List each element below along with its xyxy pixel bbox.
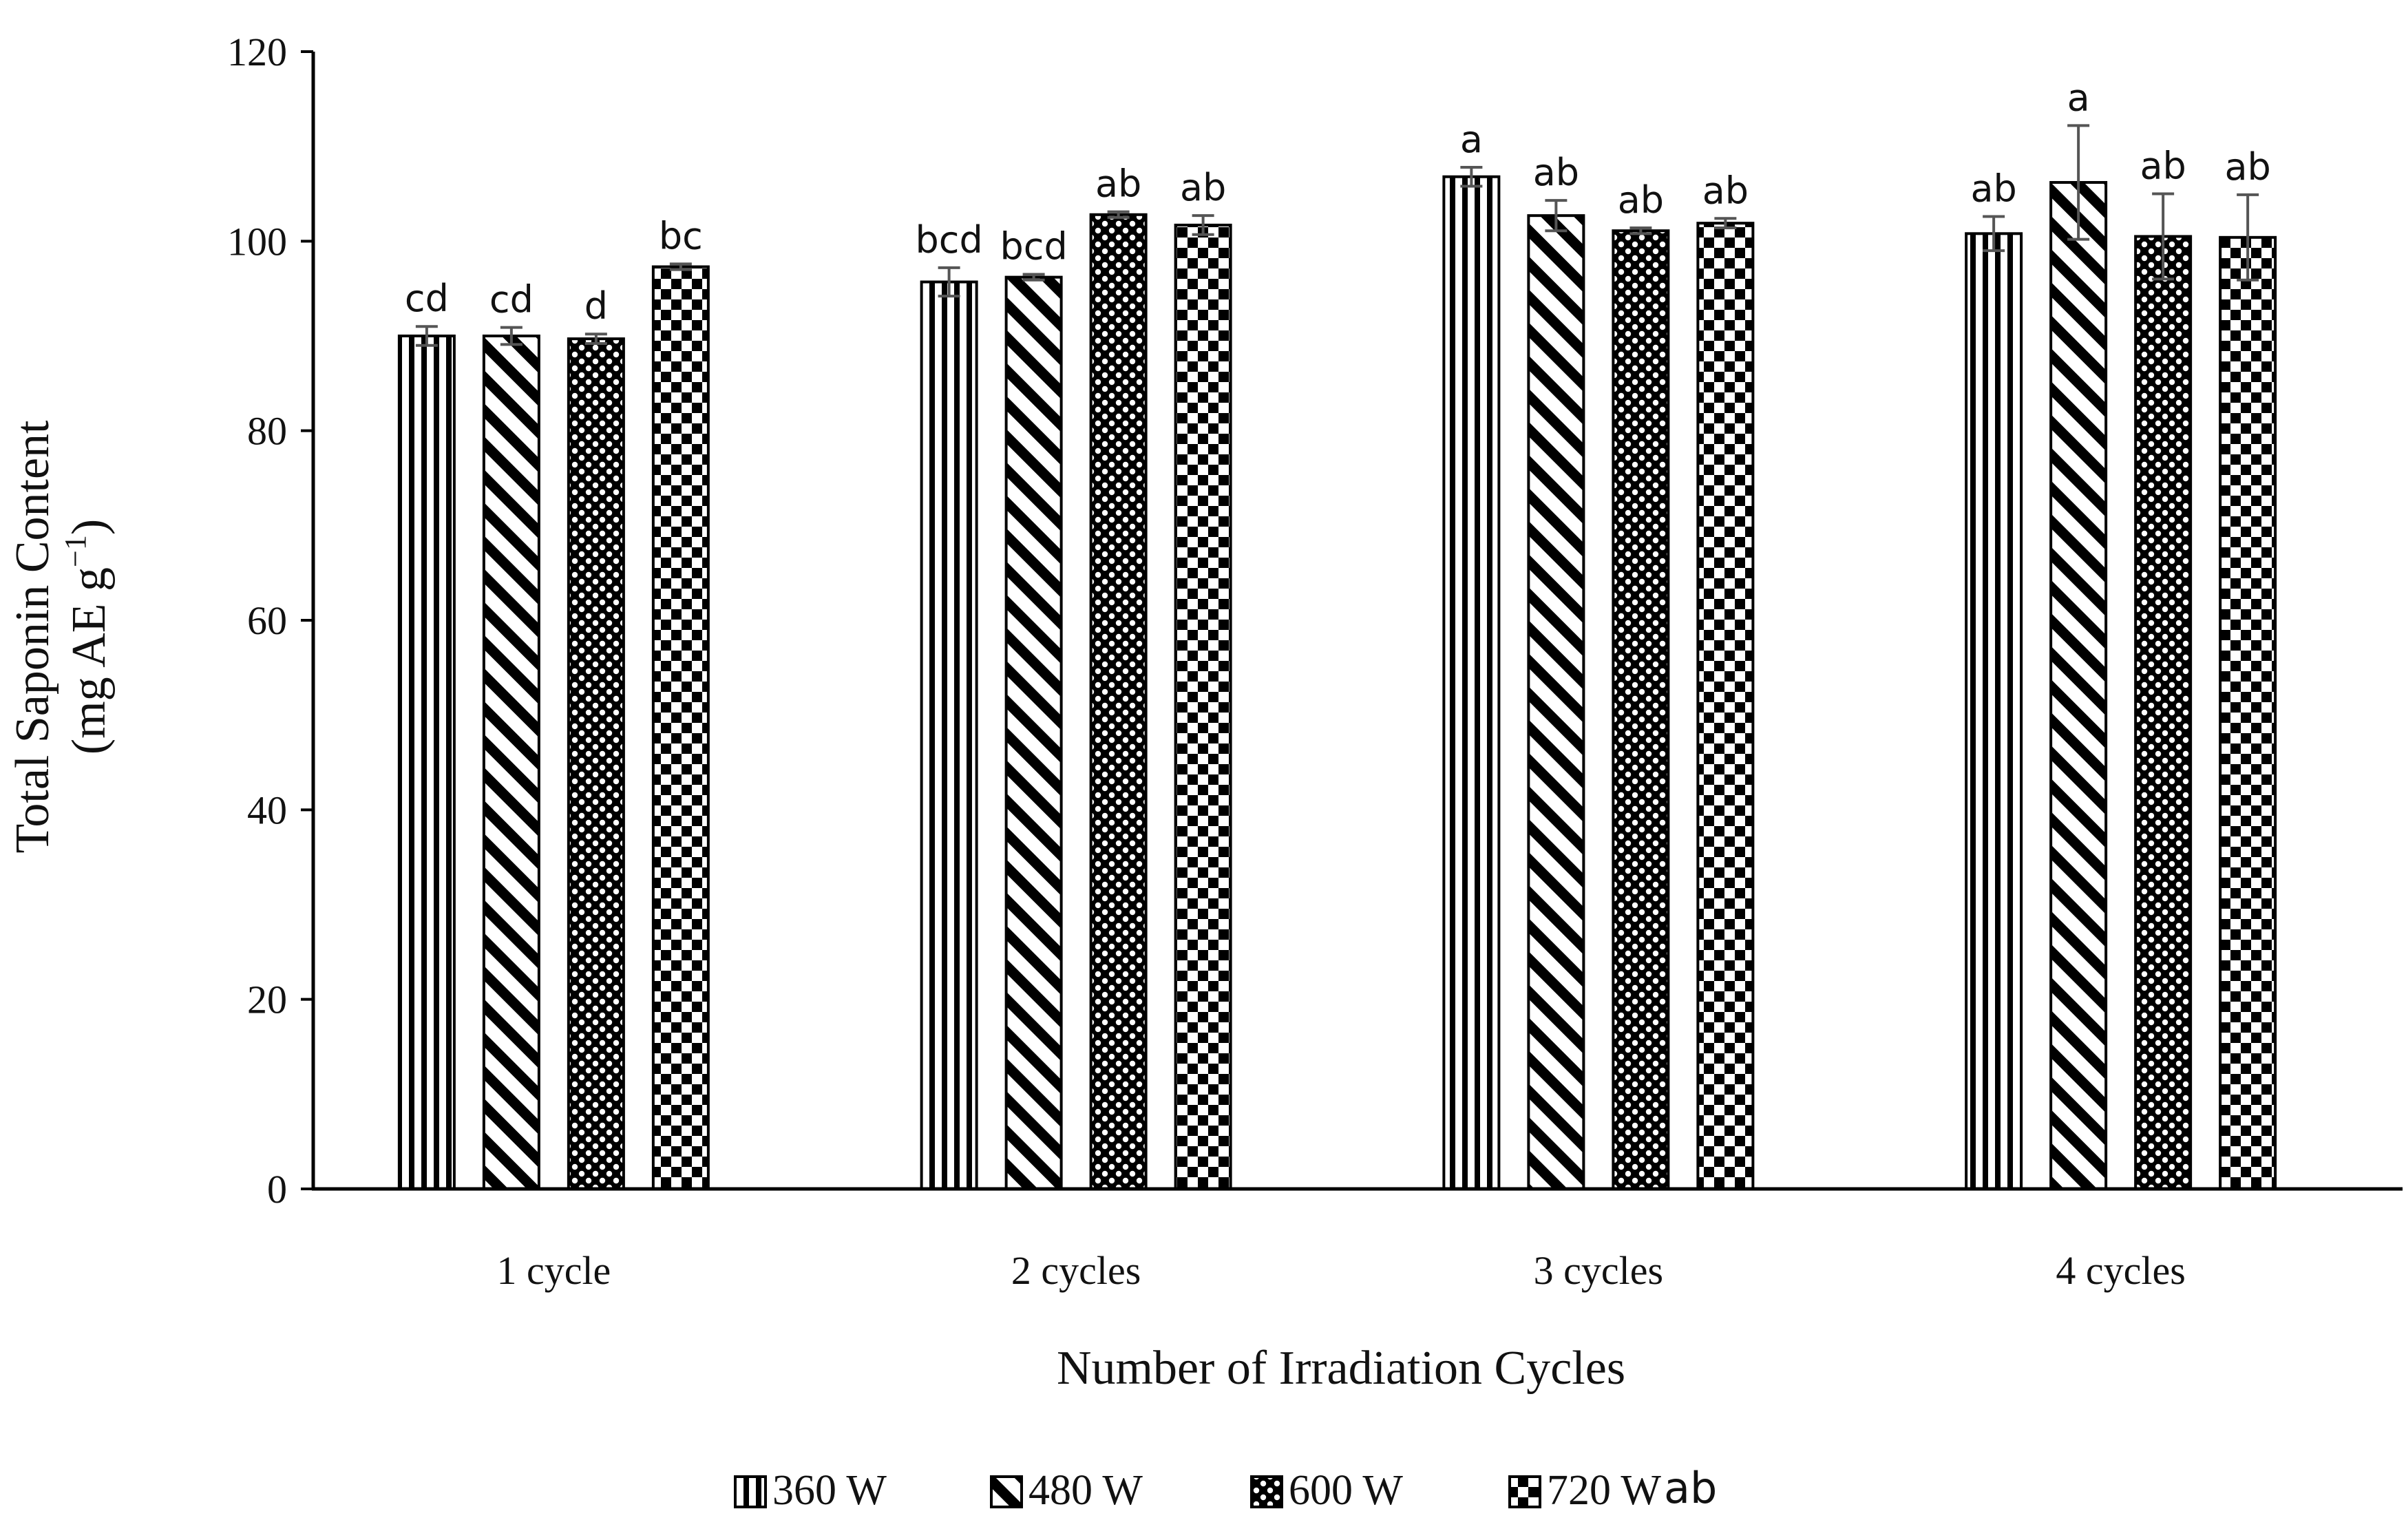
error-bar [1983, 215, 2005, 253]
error-bar [1460, 165, 1483, 188]
legend-swatch [734, 1475, 767, 1508]
error-bar [938, 266, 960, 298]
legend-label: 600 W [1289, 1467, 1403, 1514]
significance-label: a [1460, 118, 1483, 161]
x-tick-label: 3 cycles [1534, 1248, 1663, 1293]
y-axis-title-line1: Total Saponin Content [6, 420, 59, 853]
bar [397, 335, 456, 1190]
significance-label: ab [1970, 167, 2016, 211]
legend-swatch [1508, 1475, 1541, 1508]
error-bar [2067, 124, 2090, 241]
y-tick-label: 120 [227, 30, 287, 74]
y-axis-title-unit: (mg AE g [63, 567, 116, 755]
bars-layer [397, 175, 2277, 1191]
bar [1696, 222, 1755, 1191]
legend-label: 480 W [1028, 1467, 1143, 1514]
y-axis-title-line2: (mg AE g−1) [59, 519, 116, 755]
significance-label: cd [489, 278, 534, 321]
error-bar [1022, 273, 1045, 282]
significance-label: a [2067, 76, 2090, 119]
significance-label: ab [1618, 178, 1664, 222]
legend-item: 360 W [734, 1467, 887, 1514]
error-bar [415, 325, 438, 347]
significance-label: bcd [916, 218, 983, 262]
bar [1004, 275, 1063, 1191]
error-bar [1629, 226, 1652, 235]
y-tick-label: 60 [247, 598, 287, 643]
significance-label: ab [1702, 169, 1749, 212]
error-bar [1192, 214, 1214, 236]
error-bar [1107, 210, 1130, 219]
legend-label: 360 W [772, 1467, 887, 1514]
x-tick-label: 2 cycles [1011, 1248, 1141, 1293]
bar [2134, 235, 2193, 1191]
error-bar [500, 326, 523, 346]
significance-label: ab [1533, 151, 1579, 194]
bar [2049, 180, 2108, 1191]
significance-label: bcd [1000, 225, 1068, 268]
legend-item: 480 W [990, 1467, 1143, 1514]
legend-item: 720 W [1508, 1467, 1661, 1514]
bar [482, 335, 540, 1190]
x-axis-title: Number of Irradiation Cycles [1057, 1342, 1625, 1395]
y-axis-title-exponent: −1 [59, 535, 92, 567]
significance-label: ab [1095, 162, 1141, 206]
significance-label: ab [2224, 145, 2270, 189]
significance-label: ab [2140, 145, 2186, 188]
error-bar [669, 262, 692, 271]
y-tick-label: 20 [247, 978, 287, 1022]
legend-extra-label: ab [1664, 1463, 1717, 1513]
x-axis-ticks: 1 cycle 2 cycles 3 cycles 4 cycles [496, 1248, 2185, 1293]
y-axis-ticks: 0 20 40 60 80 100 120 [227, 30, 313, 1212]
significance-label: d [584, 284, 608, 328]
x-tick-label: 4 cycles [2056, 1248, 2185, 1293]
bar [1174, 223, 1232, 1190]
y-tick-label: 100 [227, 219, 287, 264]
significance-label: bc [659, 214, 703, 257]
significance-label: ab [1180, 166, 1226, 209]
error-bars-layer [415, 124, 2259, 347]
bar [920, 280, 978, 1190]
y-tick-label: 0 [267, 1167, 287, 1212]
bar [1527, 214, 1585, 1190]
y-axis-title-close: ) [63, 519, 116, 535]
significance-label: cd [405, 277, 449, 320]
bar [567, 337, 625, 1190]
legend-item: 600 W [1250, 1467, 1403, 1514]
bar [1089, 213, 1148, 1191]
bar [1442, 175, 1501, 1191]
y-axis-title: Total Saponin Content (mg AE g−1) [6, 420, 116, 853]
y-tick-label: 80 [247, 409, 287, 454]
error-bar [2237, 193, 2259, 282]
bar [1965, 232, 2023, 1191]
error-bar [2152, 192, 2175, 281]
error-bar [1714, 217, 1737, 230]
legend-swatch [990, 1475, 1023, 1508]
bar [1612, 229, 1670, 1191]
y-tick-label: 40 [247, 788, 287, 832]
legend-label: 720 W [1547, 1467, 1661, 1514]
error-bar [1545, 199, 1568, 233]
x-tick-label: 1 cycle [496, 1248, 611, 1293]
error-bar [584, 333, 607, 346]
bar [2219, 235, 2277, 1190]
legend-swatch [1250, 1475, 1283, 1508]
bar [651, 265, 710, 1191]
